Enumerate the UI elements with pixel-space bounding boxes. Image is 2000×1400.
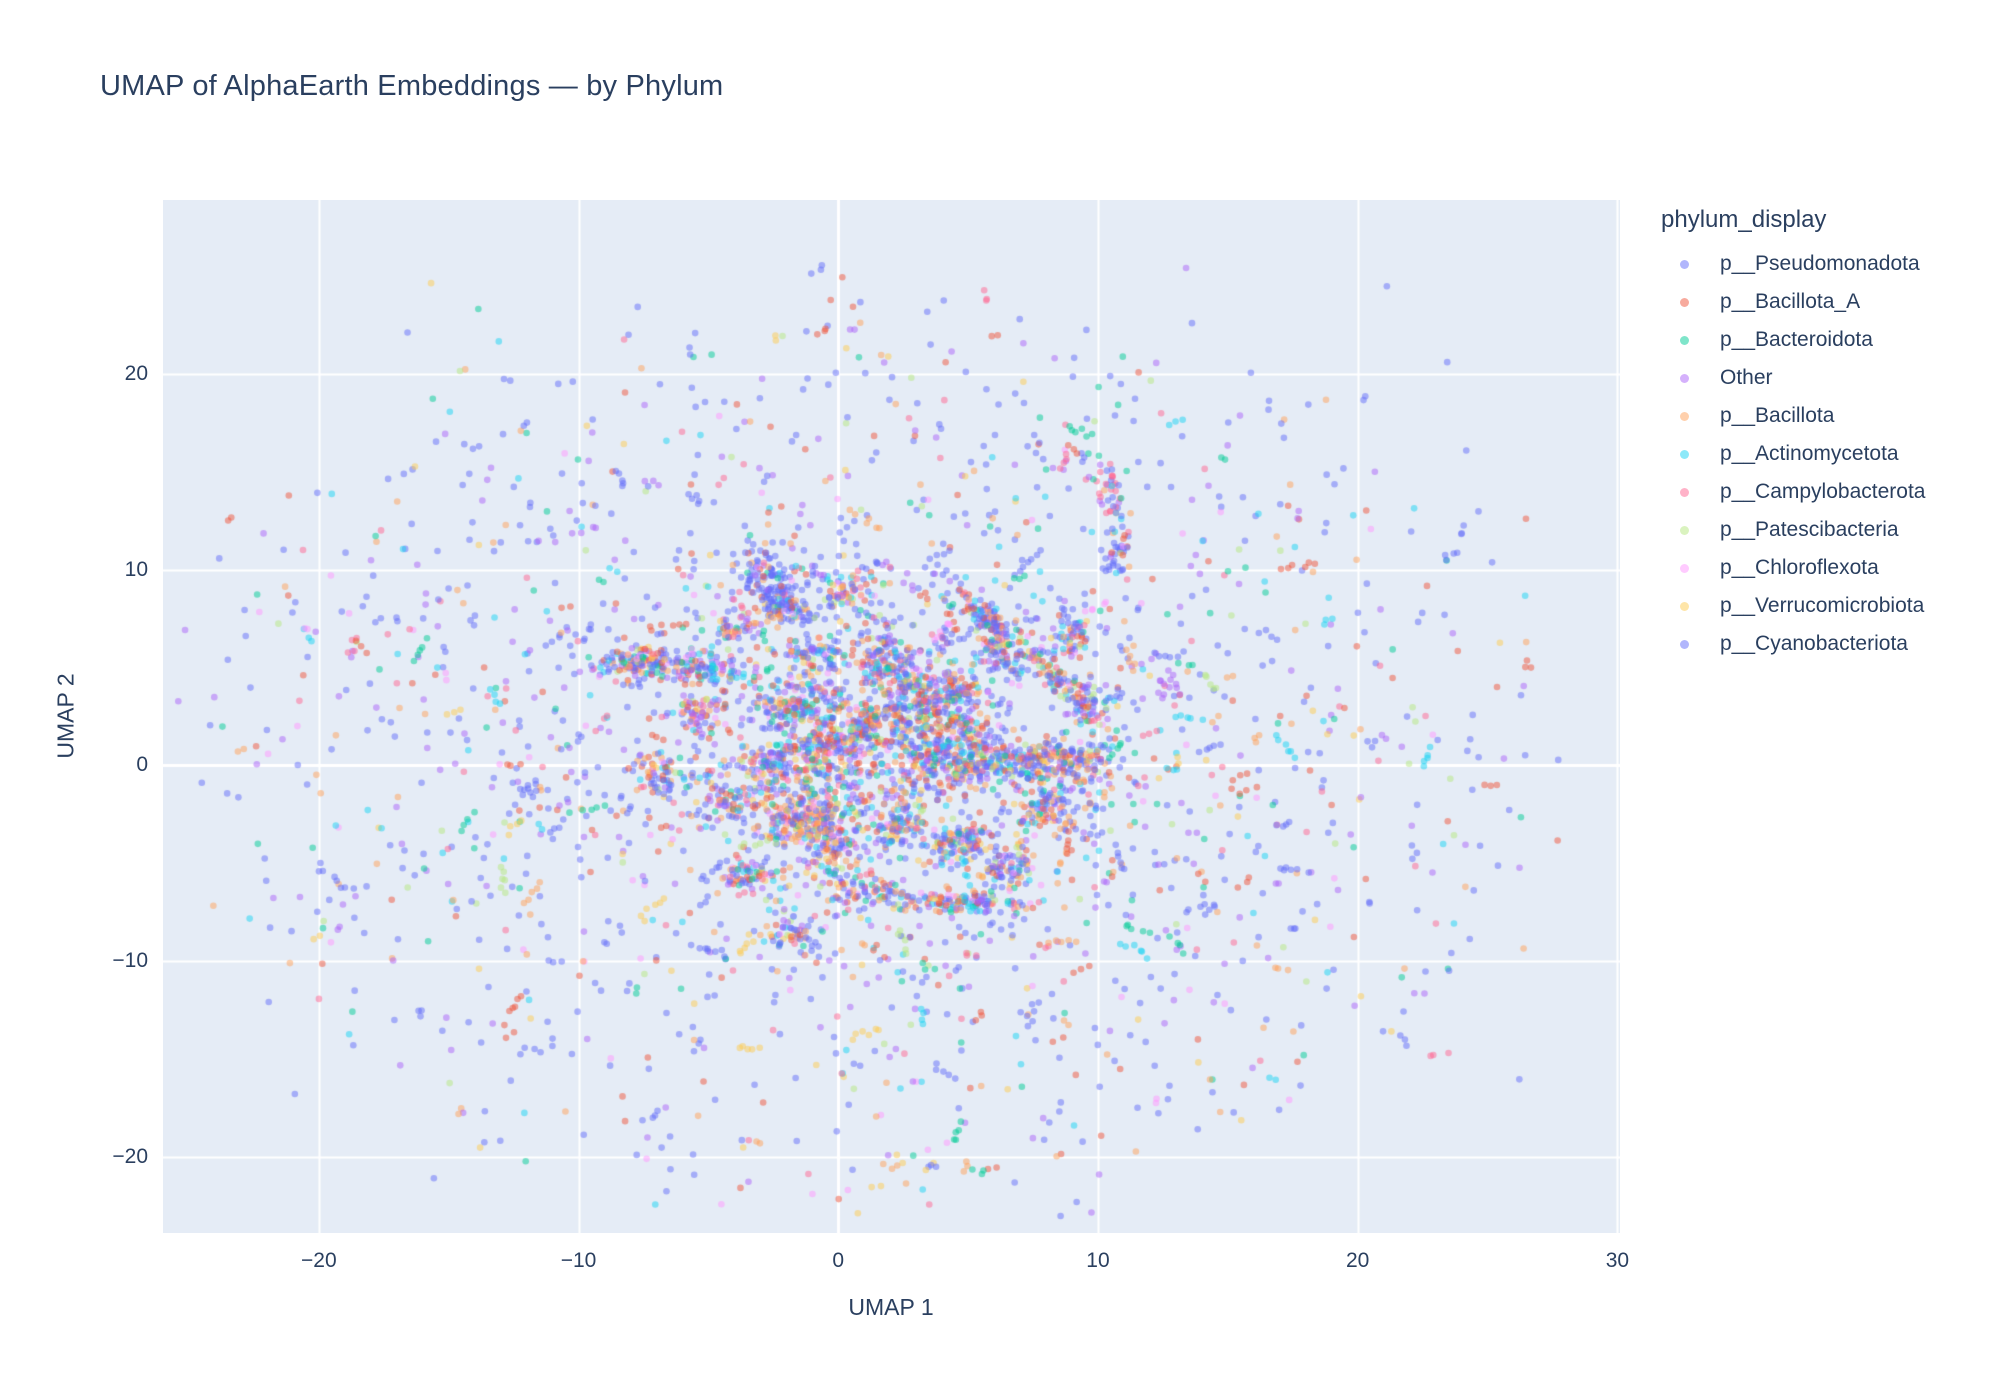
legend-item-label: p__Chloroflexota <box>1720 556 1879 579</box>
legend-item-label: p__Bacillota_A <box>1720 290 1861 313</box>
y-tick-label: 20 <box>124 362 148 386</box>
legend-marker-icon <box>1680 373 1689 383</box>
legend-marker-icon <box>1680 259 1689 269</box>
legend-marker-icon <box>1680 411 1689 421</box>
y-tick-label: −20 <box>112 1144 148 1168</box>
x-axis-title: UMAP 1 <box>848 1294 934 1320</box>
legend-item-label: p__Pseudomonadota <box>1720 252 1920 275</box>
legend-item-p__bacillota_a[interactable]: p__Bacillota_A <box>1655 283 1995 321</box>
legend-items: p__Pseudomonadota p__Bacillota_A p__Bacter… <box>1655 245 1995 663</box>
legend-marker-icon <box>1680 525 1689 535</box>
legend-item-p__campylobacterota[interactable]: p__Campylobacterota <box>1655 473 1995 511</box>
legend-item-p__patescibacteria[interactable]: p__Patescibacteria <box>1655 511 1995 549</box>
legend-item-p__actinomycetota[interactable]: p__Actinomycetota <box>1655 435 1995 473</box>
legend-title: phylum_display <box>1661 206 1827 233</box>
legend-item-label: p__Patescibacteria <box>1720 518 1899 541</box>
legend-item-p__verrucomicrobiota[interactable]: p__Verrucomicrobiota <box>1655 587 1995 625</box>
legend-marker-icon <box>1680 335 1689 345</box>
legend-item-label: Other <box>1720 366 1773 389</box>
y-tick-label: 0 <box>136 753 148 777</box>
legend-item-other[interactable]: Other <box>1655 359 1995 397</box>
legend: phylum_display p__Pseudomonadota p__Bacil… <box>1655 206 1995 663</box>
legend-item-p__cyanobacteriota[interactable]: p__Cyanobacteriota <box>1655 625 1995 663</box>
x-tick-label: −20 <box>301 1249 337 1272</box>
legend-item-p__pseudomonadota[interactable]: p__Pseudomonadota <box>1655 245 1995 283</box>
legend-item-label: p__Verrucomicrobiota <box>1720 594 1925 617</box>
x-tick-label: −10 <box>560 1249 597 1272</box>
legend-item-p__chloroflexota[interactable]: p__Chloroflexota <box>1655 549 1995 587</box>
y-axis-title: UMAP 2 <box>52 673 79 759</box>
legend-marker-icon <box>1680 487 1689 497</box>
y-tick-label: −10 <box>112 949 148 973</box>
legend-marker-icon <box>1680 601 1689 611</box>
legend-marker-icon <box>1680 563 1689 573</box>
legend-marker-icon <box>1680 449 1689 459</box>
x-tick-label: 30 <box>1605 1249 1630 1272</box>
x-tick-label: 10 <box>1086 1249 1110 1272</box>
scatter-canvas[interactable] <box>163 200 1620 1233</box>
legend-item-p__bacillota[interactable]: p__Bacillota <box>1655 397 1995 435</box>
y-tick-label: 10 <box>124 557 148 581</box>
plot-area[interactable] <box>163 200 1620 1233</box>
legend-item-label: p__Actinomycetota <box>1720 442 1899 465</box>
legend-item-label: p__Cyanobacteriota <box>1720 632 1908 655</box>
legend-item-label: p__Campylobacterota <box>1720 480 1926 503</box>
legend-marker-icon <box>1680 297 1689 307</box>
legend-item-p__bacteroidota[interactable]: p__Bacteroidota <box>1655 321 1995 359</box>
legend-item-label: p__Bacillota <box>1720 404 1835 427</box>
legend-item-label: p__Bacteroidota <box>1720 328 1873 351</box>
x-tick-label: 0 <box>832 1249 845 1272</box>
chart-title: UMAP of AlphaEarth Embeddings — by Phylu… <box>100 70 724 102</box>
x-tick-label: 20 <box>1346 1249 1370 1272</box>
legend-marker-icon <box>1680 639 1689 649</box>
